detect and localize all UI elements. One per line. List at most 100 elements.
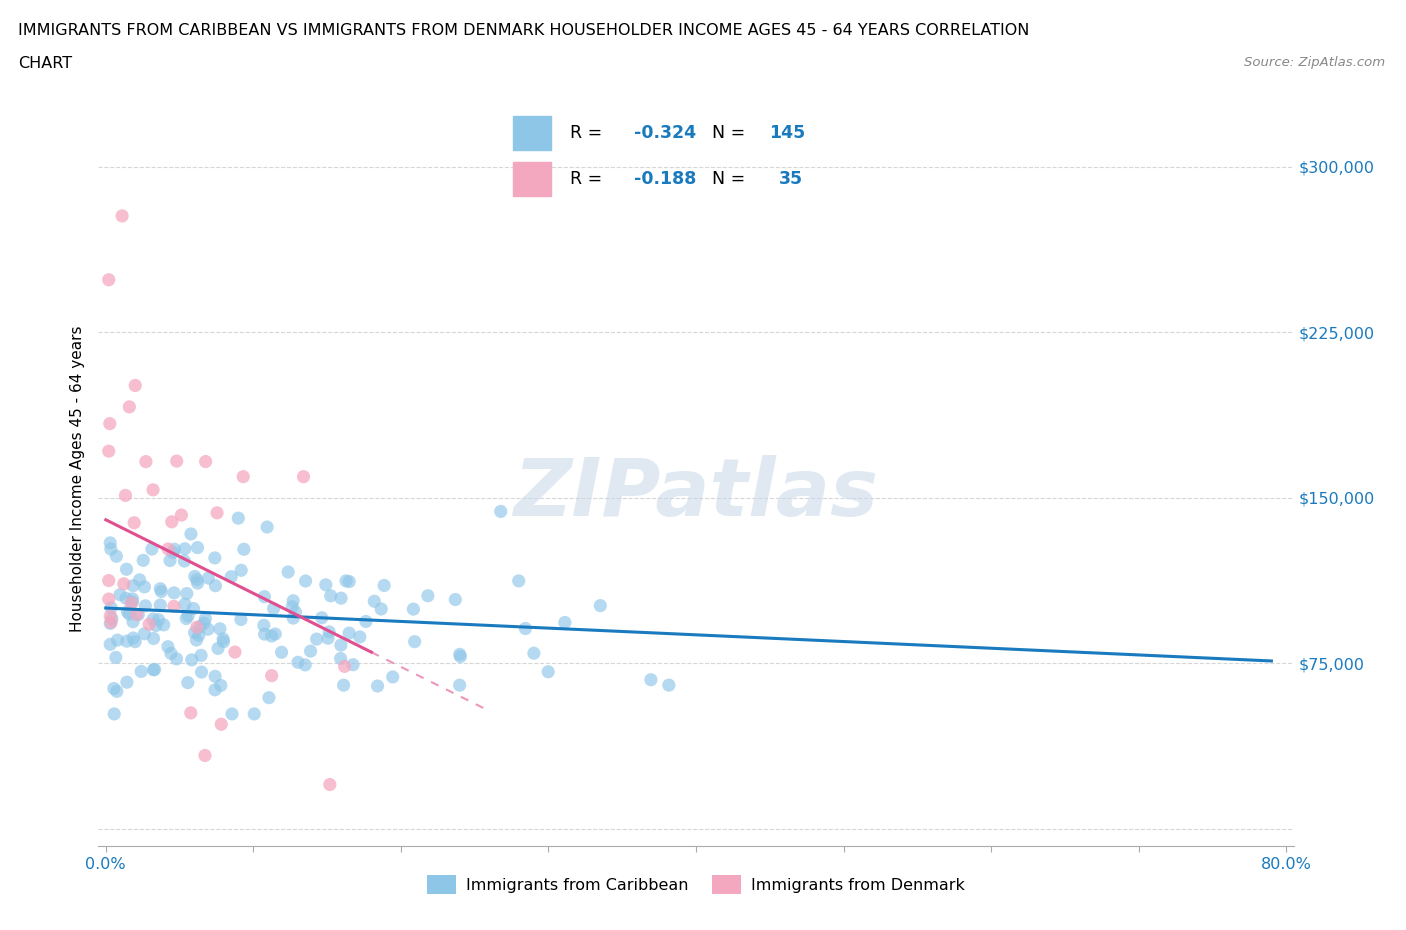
- Point: [193, 616, 215, 631]
- Point: [148, 612, 170, 627]
- Point: [337, 626, 360, 641]
- Point: [318, 624, 340, 639]
- Point: [180, 526, 202, 541]
- Point: [122, 515, 145, 530]
- Point: [329, 638, 352, 653]
- Point: [281, 599, 304, 614]
- Point: [190, 665, 212, 680]
- Point: [330, 591, 353, 605]
- Point: [260, 669, 283, 684]
- Point: [212, 631, 235, 646]
- Point: [100, 541, 122, 556]
- Point: [523, 645, 546, 660]
- Point: [98, 417, 121, 432]
- Point: [204, 669, 226, 684]
- Point: [124, 378, 146, 392]
- Point: [263, 601, 285, 616]
- Point: [294, 658, 316, 672]
- Point: [111, 208, 134, 223]
- Point: [186, 540, 208, 555]
- Point: [449, 678, 471, 693]
- Point: [319, 777, 342, 792]
- Point: [98, 637, 121, 652]
- Point: [163, 586, 186, 601]
- Point: [277, 565, 299, 579]
- Point: [554, 615, 576, 630]
- Bar: [513, 162, 551, 196]
- Point: [292, 470, 315, 485]
- Point: [122, 578, 145, 593]
- Point: [134, 598, 156, 613]
- Point: [118, 399, 141, 414]
- Point: [354, 614, 377, 629]
- Point: [157, 541, 180, 556]
- Point: [121, 594, 143, 609]
- Point: [658, 678, 681, 693]
- Point: [537, 664, 560, 679]
- Point: [337, 574, 360, 589]
- Point: [97, 444, 120, 458]
- Point: [186, 632, 208, 647]
- Point: [156, 639, 179, 654]
- Point: [207, 641, 229, 656]
- Point: [489, 504, 512, 519]
- Point: [129, 664, 152, 679]
- Point: [404, 634, 426, 649]
- Point: [232, 470, 254, 485]
- Point: [115, 562, 138, 577]
- Point: [121, 591, 143, 606]
- Point: [173, 553, 195, 568]
- Point: [284, 604, 307, 619]
- Point: [253, 590, 276, 604]
- Point: [160, 646, 183, 661]
- Point: [311, 610, 333, 625]
- Point: [188, 619, 211, 634]
- Point: [97, 272, 120, 287]
- Point: [208, 621, 231, 636]
- Point: [163, 599, 186, 614]
- Legend: Immigrants from Caribbean, Immigrants from Denmark: Immigrants from Caribbean, Immigrants fr…: [420, 869, 972, 901]
- Point: [152, 618, 174, 632]
- Point: [508, 574, 530, 589]
- Point: [194, 454, 217, 469]
- Point: [226, 511, 249, 525]
- Point: [107, 632, 129, 647]
- Point: [186, 572, 208, 587]
- Point: [194, 748, 217, 763]
- Point: [319, 589, 342, 604]
- Point: [122, 615, 145, 630]
- Point: [184, 569, 207, 584]
- Point: [117, 604, 139, 619]
- Point: [367, 679, 389, 694]
- Point: [416, 589, 439, 604]
- Point: [197, 622, 219, 637]
- Point: [449, 649, 471, 664]
- Point: [142, 483, 165, 498]
- Point: [283, 593, 305, 608]
- Point: [128, 573, 150, 588]
- Y-axis label: Householder Income Ages 45 - 64 years: Householder Income Ages 45 - 64 years: [70, 326, 86, 632]
- Text: Source: ZipAtlas.com: Source: ZipAtlas.com: [1244, 56, 1385, 69]
- Point: [515, 621, 537, 636]
- Point: [194, 611, 217, 626]
- Text: 35: 35: [779, 170, 803, 188]
- Point: [98, 616, 121, 631]
- Point: [150, 584, 173, 599]
- Point: [166, 454, 188, 469]
- Point: [187, 576, 209, 591]
- Point: [449, 647, 471, 662]
- Point: [294, 574, 316, 589]
- Point: [142, 612, 165, 627]
- Point: [256, 520, 278, 535]
- Point: [105, 684, 128, 698]
- Point: [98, 608, 121, 623]
- Point: [103, 707, 125, 722]
- Point: [160, 514, 183, 529]
- Point: [149, 598, 172, 613]
- Point: [170, 508, 193, 523]
- Text: -0.188: -0.188: [634, 170, 696, 188]
- Point: [112, 577, 135, 591]
- Point: [100, 615, 122, 630]
- Point: [232, 542, 254, 557]
- Point: [205, 505, 228, 520]
